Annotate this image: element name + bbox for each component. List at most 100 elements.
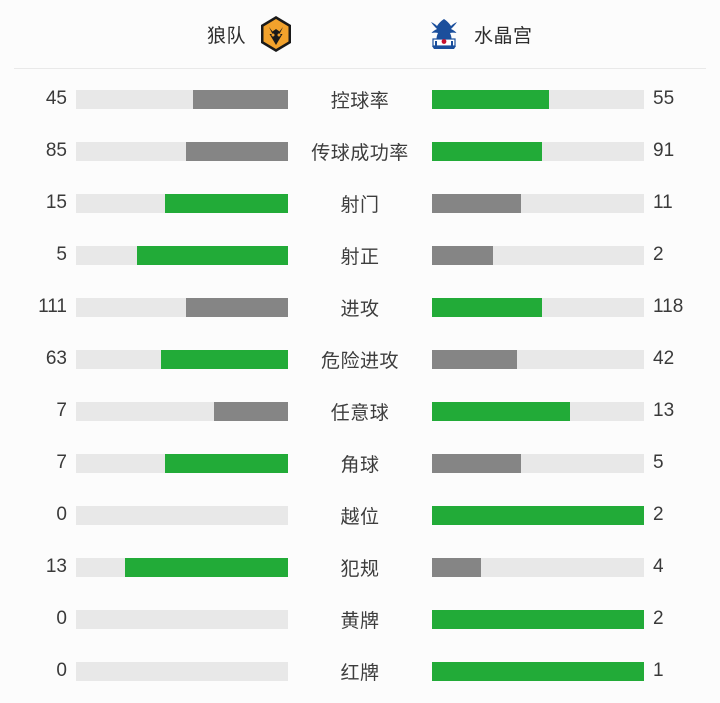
stats-rows: 45 控球率 55 85 传球成功率 91 15 射门 11 5 射正 2 111 进攻 118 63 危险进攻… [0,69,720,703]
away-stat-bar [432,141,644,161]
home-stat-value: 0 [56,608,67,629]
away-stat-bar [432,557,644,577]
away-stat-bar [432,661,644,681]
stat-label: 角球 [340,454,380,476]
crystal-palace-crest-icon [431,19,457,49]
away-stat-bar [432,245,644,265]
away-stat-bar-fill [432,297,543,317]
home-stat-bar [76,505,288,525]
away-stat-bar [432,609,644,629]
home-stat-bar [76,245,288,265]
stat-label: 危险进攻 [320,350,399,372]
stat-row: 85 传球成功率 91 [0,125,720,177]
home-stat-bar [76,401,288,421]
stat-label: 任意球 [330,402,390,424]
away-stat-bar [432,349,644,369]
away-stat-value: 2 [653,504,664,525]
away-stat-bar-fill [432,349,517,369]
home-stat-value: 7 [56,400,67,421]
home-team-name: 狼队 [206,25,246,47]
away-stat-bar-fill [432,661,644,681]
away-stat-value: 4 [653,556,664,577]
away-stat-bar-fill [432,505,644,525]
stat-label: 进攻 [340,298,380,320]
stat-label: 传球成功率 [311,142,409,164]
home-stat-value: 15 [45,192,67,213]
home-stat-value: 111 [38,296,67,317]
away-stat-bar-fill [432,401,570,421]
away-stat-value: 2 [653,608,664,629]
away-stat-value: 91 [653,140,675,161]
stat-label: 越位 [340,506,380,528]
stat-row: 5 射正 2 [0,229,720,281]
home-stat-bar [76,349,288,369]
away-stat-value: 42 [653,348,675,369]
stat-row: 0 黄牌 2 [0,593,720,645]
home-stat-bar-fill [165,453,288,473]
home-stat-value: 13 [45,556,67,577]
stat-row: 45 控球率 55 [0,73,720,125]
home-stat-value: 0 [56,660,67,681]
stat-row: 63 危险进攻 42 [0,333,720,385]
stat-label: 射正 [340,246,380,268]
away-stat-value: 1 [653,660,664,681]
home-stat-bar-fill [160,349,288,369]
away-stat-value: 5 [653,452,664,473]
stat-row: 7 角球 5 [0,437,720,489]
home-stat-bar [76,297,288,317]
away-stat-bar-fill [432,245,494,265]
away-stat-value: 55 [653,88,675,109]
teams-header: 狼队 水晶宫 [0,0,720,68]
home-stat-bar [76,193,288,213]
home-stat-bar-fill [192,89,288,109]
stat-label: 控球率 [330,90,390,112]
home-stat-value: 85 [45,140,67,161]
stat-row: 7 任意球 13 [0,385,720,437]
away-stat-bar [432,89,644,109]
header-divider [14,68,706,69]
stat-row: 111 进攻 118 [0,281,720,333]
home-stat-bar [76,141,288,161]
away-stat-bar [432,401,644,421]
wolves-crest-icon [261,16,291,52]
home-stat-bar [76,609,288,629]
home-stat-bar [76,661,288,681]
away-stat-bar-fill [432,453,522,473]
away-stat-value: 11 [653,192,673,213]
away-team-name: 水晶宫 [474,25,533,47]
home-stat-bar-fill [137,245,288,265]
away-stat-value: 118 [653,296,684,317]
home-stat-bar-fill [124,557,288,577]
away-stat-bar-fill [432,609,644,629]
home-stat-value: 63 [45,348,67,369]
home-stat-bar-fill [165,193,288,213]
home-stat-value: 0 [56,504,67,525]
home-stat-bar-fill [213,401,288,421]
away-stat-bar-fill [432,557,481,577]
away-team-block: 水晶宫 [424,14,720,54]
away-stat-bar [432,297,644,317]
home-stat-value: 45 [45,88,67,109]
stat-row: 0 越位 2 [0,489,720,541]
away-stat-value: 2 [653,244,664,265]
stat-row: 0 红牌 1 [0,645,720,697]
stat-row: 13 犯规 4 [0,541,720,593]
home-stat-bar [76,557,288,577]
stat-row: 15 射门 11 [0,177,720,229]
away-stat-bar-fill [432,89,549,109]
home-team-block: 狼队 [0,14,296,54]
away-stat-bar [432,193,644,213]
home-stat-bar-fill [186,141,288,161]
stat-label: 犯规 [340,558,380,580]
home-stat-bar-fill [186,297,288,317]
away-stat-bar-fill [432,193,522,213]
home-stat-bar [76,453,288,473]
home-stat-bar [76,89,288,109]
away-stat-bar [432,505,644,525]
stat-label: 红牌 [340,662,380,684]
stat-label: 黄牌 [340,610,380,632]
away-stat-bar-fill [432,141,543,161]
home-stat-value: 7 [56,452,67,473]
stat-label: 射门 [340,194,380,216]
away-stat-bar [432,453,644,473]
